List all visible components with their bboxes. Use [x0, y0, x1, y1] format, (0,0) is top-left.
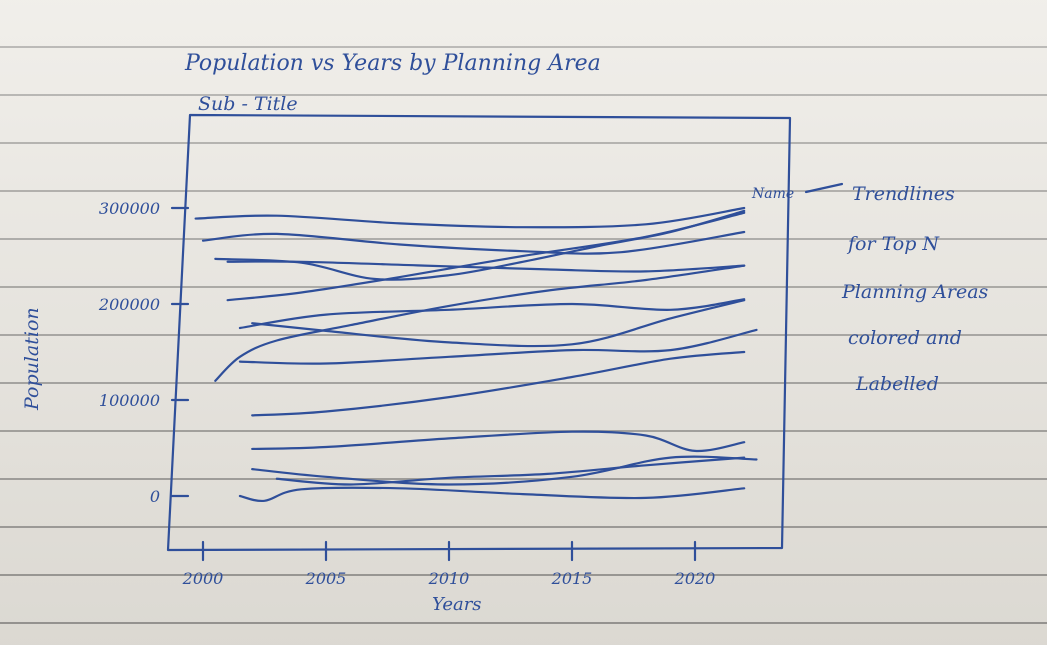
x-tick-label: 2020 — [674, 569, 716, 588]
annotation-line: Labelled — [855, 373, 939, 395]
annotation-dash — [804, 182, 844, 194]
trend-line-1 — [194, 206, 746, 229]
annotation-line: Planning Areas — [841, 281, 989, 303]
series-end-label: Name — [751, 186, 794, 202]
trend-line-14 — [238, 486, 746, 503]
trend-line-4 — [226, 260, 746, 273]
y-axis-label: Population — [21, 307, 43, 411]
x-tick-label: 2000 — [182, 569, 224, 588]
x-tick-label: 2010 — [428, 569, 470, 588]
trend-line-9 — [238, 328, 758, 365]
y-tick-label: 300000 — [99, 199, 160, 218]
trend-line-6 — [238, 298, 746, 330]
plot-frame — [166, 113, 792, 552]
annotation-note: Trendlines for Top N Planning Areas colo… — [841, 183, 989, 395]
annotation-line: for Top N — [846, 233, 940, 255]
trend-line-12 — [251, 455, 758, 486]
trend-line-8 — [214, 264, 746, 382]
x-axis-label: Years — [432, 594, 482, 615]
x-tick-label: 2015 — [551, 569, 593, 588]
trend-line-2 — [201, 230, 746, 255]
trend-line-11 — [251, 430, 746, 453]
y-tick-label: 0 — [150, 487, 160, 506]
annotation-line: Trendlines — [852, 183, 955, 205]
trend-line-5 — [226, 211, 746, 302]
y-tick-label: 200000 — [98, 295, 160, 314]
series-layer — [194, 206, 758, 503]
trend-line-13 — [275, 456, 746, 486]
y-tick-label: 100000 — [99, 391, 160, 410]
chart-title: Population vs Years by Planning Area — [184, 51, 601, 76]
trend-line-10 — [251, 350, 746, 417]
x-axis: 2000 2005 2010 2015 2020 — [182, 540, 716, 588]
annotation-line: colored and — [848, 327, 962, 349]
y-axis: 300000 200000 100000 0 — [98, 199, 190, 506]
chart-subtitle: Sub - Title — [198, 93, 298, 115]
x-tick-label: 2005 — [305, 569, 347, 588]
